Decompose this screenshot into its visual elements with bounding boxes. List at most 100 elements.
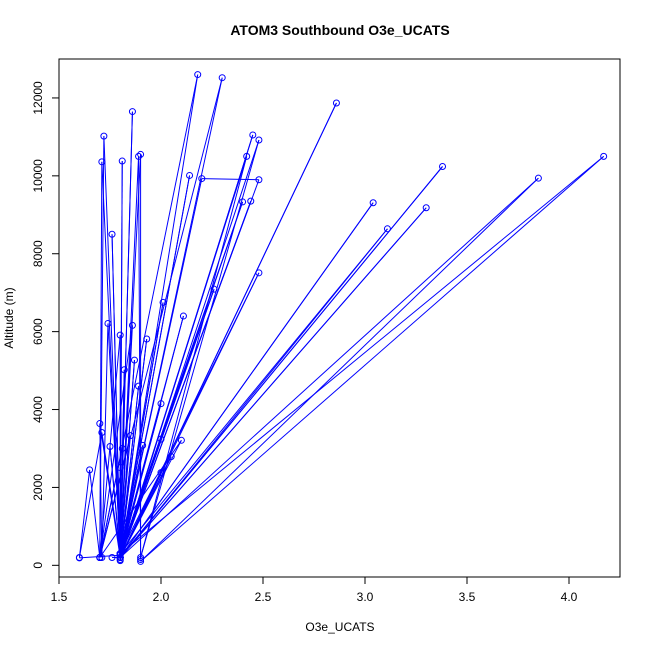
- series-line-segment: [119, 325, 133, 558]
- series-line-segment: [101, 432, 121, 554]
- data-point: [600, 152, 608, 160]
- data-point: [218, 74, 226, 82]
- series-line-segment: [119, 166, 443, 558]
- data-point: [143, 335, 151, 343]
- series-line-segment: [111, 234, 121, 554]
- series-line-segment: [119, 207, 427, 558]
- data-point: [130, 356, 138, 364]
- data-point: [255, 269, 263, 277]
- series-line-segment: [119, 175, 191, 558]
- series-line-segment: [103, 136, 121, 556]
- data-point: [137, 554, 145, 562]
- x-tick-label: 1.5: [51, 590, 68, 604]
- data-point: [135, 152, 143, 160]
- data-point: [383, 225, 391, 233]
- data-point: [534, 174, 542, 182]
- data-point: [422, 204, 430, 212]
- y-axis: 0 2000 4000 6000 8000 10000 12000: [31, 81, 59, 569]
- data-point: [128, 321, 136, 329]
- series-line-segment: [78, 432, 103, 558]
- series-line-segment: [119, 302, 164, 558]
- data-point: [159, 298, 167, 306]
- series-line-segment: [201, 178, 259, 181]
- series-line-segment: [119, 403, 162, 554]
- series-line-segment: [119, 445, 144, 558]
- data-point: [98, 554, 106, 562]
- data-point: [247, 197, 255, 205]
- data-point: [139, 441, 147, 449]
- chart-title: ATOM3 Southbound O3e_UCATS: [230, 22, 449, 38]
- data-point: [100, 132, 108, 140]
- data-point: [137, 150, 145, 158]
- series-line-segment: [99, 161, 103, 558]
- data-point: [157, 469, 165, 477]
- data-point: [116, 464, 124, 472]
- series-line-segment: [99, 335, 121, 558]
- x-tick-label: 2.0: [153, 590, 170, 604]
- series-line-segment: [119, 156, 248, 558]
- series-line-segment: [119, 178, 203, 558]
- data-point: [118, 444, 126, 452]
- data-point: [96, 554, 104, 562]
- series-line-segment: [119, 200, 252, 558]
- data-point: [194, 71, 202, 79]
- data-point: [75, 554, 83, 562]
- data-point: [239, 198, 247, 206]
- data-point: [98, 429, 106, 437]
- y-axis-label: Altitude (m): [2, 287, 16, 348]
- series-line-segment: [119, 177, 539, 558]
- series-line-segment: [99, 448, 123, 558]
- x-axis: 1.5 2.0 2.5 3.0 3.5 4.0: [51, 577, 578, 604]
- data-point: [137, 555, 145, 563]
- series-points: [75, 71, 608, 565]
- data-point: [255, 176, 263, 184]
- data-point: [116, 550, 124, 558]
- series-line-segment: [119, 472, 162, 558]
- plot-frame: [58, 58, 621, 578]
- data-point: [177, 436, 185, 444]
- x-axis-label: O3e_UCATS: [305, 620, 374, 634]
- y-tick-label: 10000: [31, 159, 45, 193]
- series-line-segment: [119, 74, 199, 558]
- data-point: [116, 554, 124, 562]
- data-point: [157, 435, 165, 443]
- x-tick-label: 3.5: [459, 590, 476, 604]
- data-point: [179, 312, 187, 320]
- series-line-segment: [101, 323, 109, 558]
- y-tick-label: 0: [31, 562, 45, 569]
- data-point: [210, 285, 218, 293]
- data-point: [332, 99, 340, 107]
- data-point: [108, 230, 116, 238]
- series-line-segment: [78, 469, 91, 558]
- data-point: [369, 199, 377, 207]
- y-tick-label: 8000: [31, 240, 45, 267]
- series-lines: [78, 74, 605, 562]
- x-tick-label: 2.5: [255, 590, 272, 604]
- y-tick-label: 2000: [31, 474, 45, 501]
- x-tick-label: 4.0: [561, 590, 578, 604]
- data-point: [157, 400, 165, 408]
- series-line-segment: [99, 423, 121, 558]
- data-point: [255, 136, 263, 144]
- data-point: [128, 108, 136, 116]
- series-line-segment: [140, 139, 260, 558]
- series-line-segment: [119, 435, 131, 554]
- series-line-segment: [119, 386, 140, 558]
- data-point: [186, 171, 194, 179]
- series-line-segment: [109, 446, 121, 558]
- series-line-segment: [107, 323, 121, 554]
- data-point: [120, 366, 128, 374]
- series-line-segment: [119, 228, 388, 554]
- series-line-segment: [99, 325, 133, 558]
- data-point: [96, 420, 104, 428]
- series-line-segment: [140, 177, 539, 562]
- data-point: [108, 554, 116, 562]
- data-point: [86, 466, 94, 474]
- data-point: [126, 432, 134, 440]
- x-tick-label: 3.0: [357, 590, 374, 604]
- y-tick-label: 4000: [31, 396, 45, 423]
- y-tick-label: 6000: [31, 318, 45, 345]
- series-line-segment: [119, 438, 162, 554]
- series-line-segment: [140, 155, 605, 562]
- data-point: [249, 131, 257, 139]
